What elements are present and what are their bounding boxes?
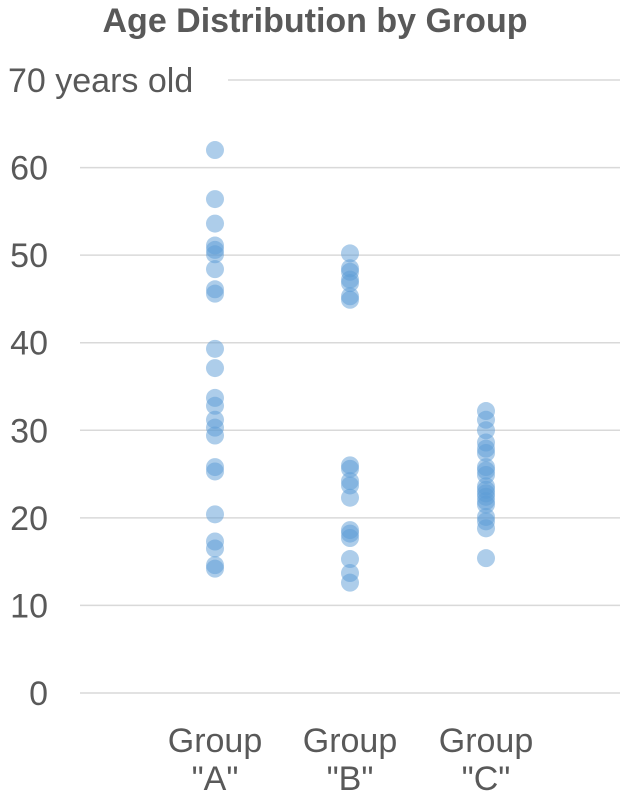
- data-point-group-1-19: [206, 505, 224, 524]
- data-point-group-2-12: [341, 488, 359, 507]
- data-point-group-2-7: [341, 290, 359, 309]
- data-point-group-1-23: [206, 559, 224, 578]
- data-point-group-1-10: [206, 339, 224, 358]
- data-point-group-2-15: [341, 528, 359, 547]
- data-point-group-1-6: [206, 245, 224, 264]
- data-point-group-3-19: [477, 549, 495, 568]
- data-point-group-2-5: [341, 274, 359, 293]
- data-point-group-1-18: [206, 462, 224, 481]
- data-point-group-2-18: [341, 573, 359, 592]
- category-label-3-line-2: "C": [462, 760, 511, 798]
- data-point-group-1-13: [206, 396, 224, 415]
- chart-title: Age Distribution by Group: [102, 2, 528, 40]
- y-tick-label-50: 50: [10, 237, 48, 275]
- data-point-group-2-16: [341, 550, 359, 569]
- category-label-2-line-1: Group: [303, 722, 398, 760]
- y-tick-label-10: 10: [10, 587, 48, 625]
- category-label-3-line-1: Group: [439, 722, 534, 760]
- data-point-group-1-11: [206, 359, 224, 378]
- data-point-group-3-6: [477, 444, 495, 463]
- data-point-group-1-21: [206, 539, 224, 558]
- y-tick-label-20: 20: [10, 500, 48, 538]
- data-point-group-1-9: [206, 284, 224, 303]
- data-point-group-1-3: [206, 214, 224, 233]
- y-tick-label-60: 60: [10, 150, 48, 188]
- category-label-2-line-2: "B": [327, 760, 374, 798]
- y-tick-label-40: 40: [10, 325, 48, 363]
- data-point-group-3-18: [477, 519, 495, 538]
- data-point-group-1-7: [206, 260, 224, 279]
- data-point-group-1-2: [206, 190, 224, 209]
- y-tick-label-0: 0: [29, 675, 48, 713]
- category-label-1-line-1: Group: [168, 722, 263, 760]
- data-point-group-2-1: [341, 244, 359, 263]
- data-point-group-1-16: [206, 426, 224, 445]
- data-point-group-1-1: [206, 141, 224, 160]
- y-tick-label-70: 70 years old: [8, 62, 193, 100]
- category-label-1-line-2: "A": [192, 760, 239, 798]
- y-tick-label-30: 30: [10, 412, 48, 450]
